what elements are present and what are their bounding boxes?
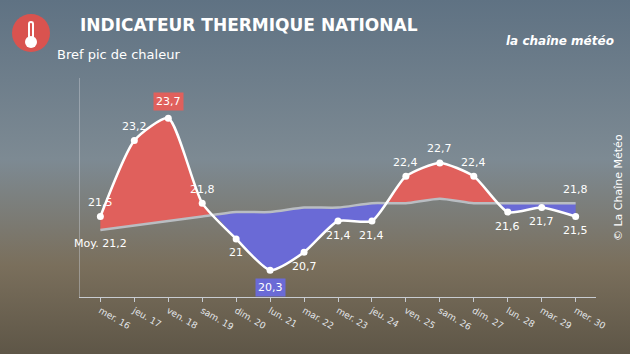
svg-text:sam. 19: sam. 19 (199, 305, 236, 332)
svg-text:21,4: 21,4 (359, 229, 384, 242)
svg-text:lun. 21: lun. 21 (267, 305, 299, 329)
svg-text:22,7: 22,7 (427, 142, 452, 155)
svg-text:21,8: 21,8 (563, 183, 588, 196)
svg-text:jeu. 24: jeu. 24 (368, 305, 401, 330)
svg-text:22,4: 22,4 (393, 156, 418, 169)
svg-text:Bref pic de chaleur: Bref pic de chaleur (57, 47, 180, 62)
svg-text:23,7: 23,7 (156, 95, 181, 108)
svg-text:mer. 30: mer. 30 (572, 305, 607, 331)
svg-text:© La Chaîne Météo: © La Chaîne Météo (612, 134, 625, 241)
svg-text:21,5: 21,5 (88, 196, 113, 209)
svg-text:lun. 28: lun. 28 (504, 305, 536, 329)
svg-text:INDICATEUR THERMIQUE NATIONAL: INDICATEUR THERMIQUE NATIONAL (80, 15, 418, 35)
svg-text:mar. 22: mar. 22 (301, 305, 336, 331)
svg-text:21,7: 21,7 (529, 215, 554, 228)
svg-text:Moy. 21,2: Moy. 21,2 (74, 237, 127, 250)
svg-text:20,7: 20,7 (292, 260, 317, 273)
svg-text:21,6: 21,6 (495, 220, 520, 233)
svg-text:mer. 16: mer. 16 (97, 305, 132, 331)
svg-text:la chaîne météo: la chaîne météo (506, 34, 614, 48)
svg-text:dim. 27: dim. 27 (471, 305, 506, 331)
svg-text:21: 21 (229, 246, 243, 259)
svg-text:21,8: 21,8 (190, 183, 215, 196)
svg-text:jeu. 17: jeu. 17 (130, 305, 163, 330)
svg-text:ven. 18: ven. 18 (165, 305, 199, 331)
svg-text:mar. 29: mar. 29 (538, 305, 573, 331)
svg-text:sam. 26: sam. 26 (437, 305, 474, 332)
svg-text:20,3: 20,3 (258, 281, 283, 294)
svg-text:21,4: 21,4 (326, 229, 351, 242)
svg-text:dim. 20: dim. 20 (233, 305, 268, 331)
svg-text:mer. 23: mer. 23 (335, 305, 370, 331)
svg-text:22,4: 22,4 (461, 156, 486, 169)
svg-text:21,5: 21,5 (563, 224, 588, 237)
svg-text:ven. 25: ven. 25 (403, 305, 437, 331)
svg-text:23,2: 23,2 (122, 120, 147, 133)
